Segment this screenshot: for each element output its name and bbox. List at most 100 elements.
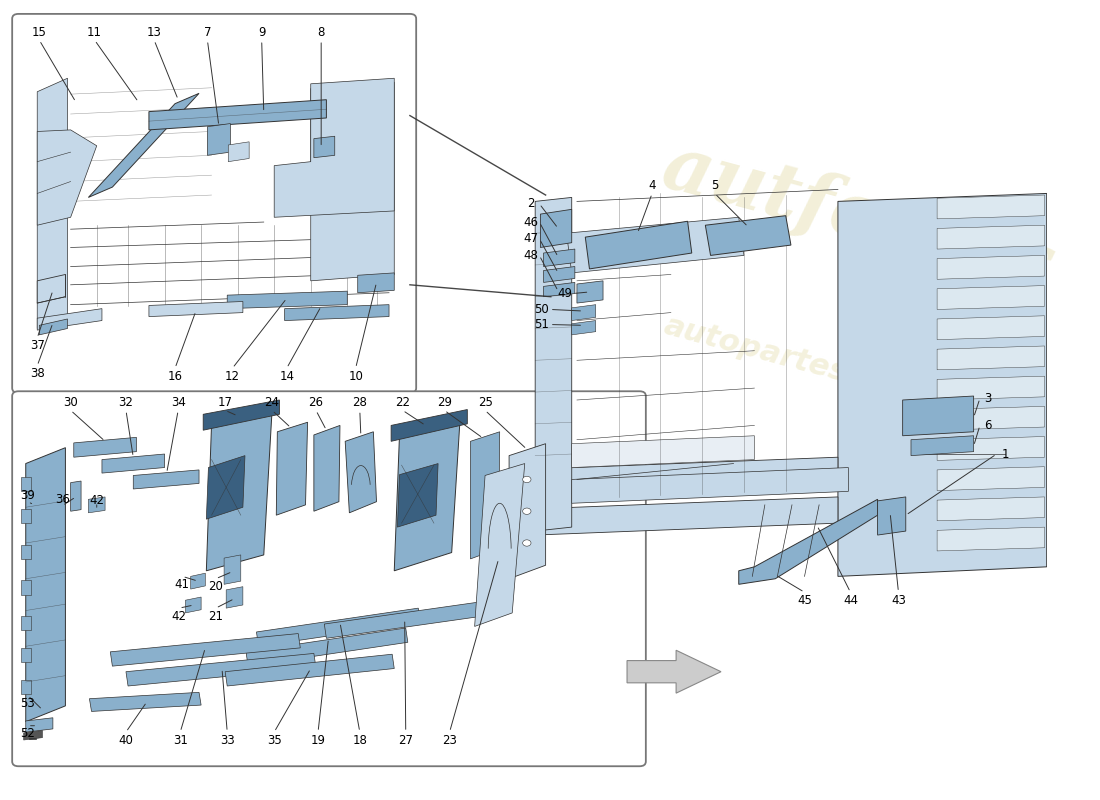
Polygon shape <box>536 497 838 535</box>
Polygon shape <box>89 692 201 711</box>
Polygon shape <box>274 78 394 218</box>
Text: 32: 32 <box>119 396 133 409</box>
Text: 47: 47 <box>524 232 539 246</box>
Polygon shape <box>576 281 603 303</box>
Polygon shape <box>208 123 230 155</box>
Text: 50: 50 <box>535 303 549 316</box>
Polygon shape <box>314 136 334 158</box>
Polygon shape <box>204 400 279 430</box>
Polygon shape <box>572 321 596 335</box>
FancyBboxPatch shape <box>12 14 416 393</box>
Polygon shape <box>911 436 974 456</box>
Text: 33: 33 <box>220 734 234 746</box>
Text: 44: 44 <box>843 594 858 606</box>
Polygon shape <box>25 448 65 722</box>
Text: 28: 28 <box>352 396 367 409</box>
Polygon shape <box>345 432 376 513</box>
Text: 16: 16 <box>167 370 183 382</box>
Polygon shape <box>226 654 394 686</box>
Text: 18: 18 <box>352 734 367 746</box>
Polygon shape <box>878 497 905 535</box>
Text: 42: 42 <box>89 494 104 507</box>
Text: 23: 23 <box>442 734 456 746</box>
Polygon shape <box>88 94 199 198</box>
Polygon shape <box>190 573 206 589</box>
Polygon shape <box>937 466 1045 490</box>
Text: 46: 46 <box>524 215 539 229</box>
Text: 39: 39 <box>21 489 35 502</box>
Polygon shape <box>133 470 199 489</box>
Text: 30: 30 <box>64 396 78 409</box>
Polygon shape <box>102 454 165 473</box>
Text: 6: 6 <box>984 419 992 432</box>
Polygon shape <box>471 432 499 559</box>
Polygon shape <box>228 291 348 309</box>
Text: 45: 45 <box>798 594 812 606</box>
Polygon shape <box>509 444 546 578</box>
Text: 27: 27 <box>398 734 414 746</box>
Polygon shape <box>74 438 136 457</box>
Text: 3: 3 <box>984 392 992 405</box>
Circle shape <box>522 476 531 482</box>
Polygon shape <box>585 222 692 269</box>
Polygon shape <box>937 527 1045 551</box>
Polygon shape <box>358 273 394 293</box>
Polygon shape <box>392 410 468 442</box>
Polygon shape <box>70 481 81 511</box>
Polygon shape <box>24 730 43 740</box>
Text: 21: 21 <box>208 610 223 622</box>
Polygon shape <box>148 100 327 130</box>
Text: 36: 36 <box>55 493 69 506</box>
Text: 13: 13 <box>146 26 162 38</box>
Polygon shape <box>937 346 1045 370</box>
Text: 31: 31 <box>173 734 188 746</box>
Text: 9: 9 <box>257 26 265 38</box>
Text: 42: 42 <box>172 610 187 622</box>
Polygon shape <box>21 477 31 491</box>
Polygon shape <box>285 305 389 321</box>
Text: 29: 29 <box>437 396 452 409</box>
Polygon shape <box>937 406 1045 430</box>
Polygon shape <box>536 457 838 495</box>
Polygon shape <box>903 396 974 436</box>
Polygon shape <box>276 422 308 515</box>
Polygon shape <box>246 628 408 666</box>
Polygon shape <box>310 82 394 281</box>
Polygon shape <box>536 198 572 531</box>
Text: 48: 48 <box>524 249 538 262</box>
Polygon shape <box>937 255 1045 279</box>
Polygon shape <box>937 226 1045 249</box>
Text: 43: 43 <box>891 594 906 606</box>
Text: 10: 10 <box>349 370 363 382</box>
Polygon shape <box>314 426 340 511</box>
Text: 41: 41 <box>175 578 190 591</box>
Polygon shape <box>937 286 1045 310</box>
Text: 22: 22 <box>395 396 410 409</box>
Polygon shape <box>572 436 755 467</box>
Polygon shape <box>25 718 53 732</box>
Circle shape <box>522 540 531 546</box>
Text: 35: 35 <box>267 734 282 746</box>
Text: 53: 53 <box>21 697 35 710</box>
FancyBboxPatch shape <box>12 391 646 766</box>
Polygon shape <box>838 194 1047 576</box>
Polygon shape <box>937 437 1045 460</box>
Polygon shape <box>126 654 316 686</box>
Polygon shape <box>37 78 67 329</box>
Polygon shape <box>37 130 97 226</box>
Polygon shape <box>37 274 65 303</box>
Polygon shape <box>186 597 201 613</box>
Polygon shape <box>21 545 31 559</box>
Polygon shape <box>937 497 1045 521</box>
Polygon shape <box>543 249 575 266</box>
Polygon shape <box>110 634 300 666</box>
Text: 11: 11 <box>87 26 102 38</box>
Text: 51: 51 <box>534 318 549 331</box>
Polygon shape <box>937 316 1045 340</box>
Text: 7: 7 <box>204 26 211 38</box>
Polygon shape <box>148 302 243 317</box>
Polygon shape <box>572 305 596 321</box>
Polygon shape <box>21 509 31 523</box>
Text: 24: 24 <box>265 396 279 409</box>
Text: 12: 12 <box>224 370 240 382</box>
